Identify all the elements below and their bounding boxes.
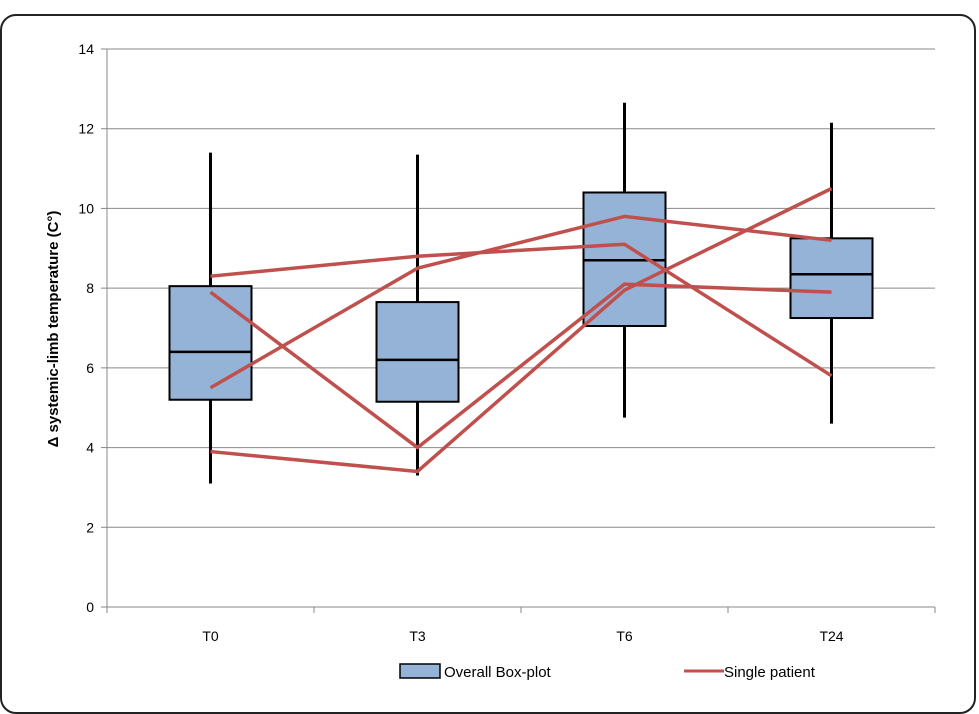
x-axis-ticks: T0 T3 T6 T24: [202, 628, 843, 644]
box-body: [375, 301, 460, 403]
patient-lines: [209, 186, 833, 474]
legend-box-swatch: [399, 663, 441, 679]
legend: Overall Box-plot Single patient: [399, 663, 816, 681]
y-tick-label: 14: [78, 41, 94, 57]
legend-line-label: Single patient: [724, 664, 816, 681]
y-tick-label: 4: [86, 440, 94, 456]
box-body: [168, 285, 253, 401]
patient-line: [210, 186, 833, 474]
box-body: [789, 237, 874, 320]
legend-box-label: Overall Box-plot: [444, 664, 552, 681]
y-tick-label: 12: [78, 121, 94, 137]
y-tick-label: 10: [78, 200, 94, 216]
x-tick-label: T0: [202, 628, 219, 644]
patient-line: [209, 214, 832, 390]
y-tick-label: 6: [86, 360, 94, 376]
y-tick-label: 0: [86, 599, 94, 615]
y-tick-label: 8: [86, 280, 94, 296]
x-tick-label: T6: [616, 628, 633, 644]
patient-line: [209, 282, 832, 450]
patient-line: [210, 242, 833, 378]
x-tick-label: T3: [409, 628, 426, 644]
x-tick-label: T24: [819, 628, 843, 644]
box-series: [168, 102, 874, 484]
y-axis-ticks: 0 2 4 6 8 10 12 14: [78, 41, 94, 615]
y-axis-label: Δ systemic-limb temperature (C°): [45, 211, 62, 448]
y-tick-label: 2: [86, 519, 94, 535]
